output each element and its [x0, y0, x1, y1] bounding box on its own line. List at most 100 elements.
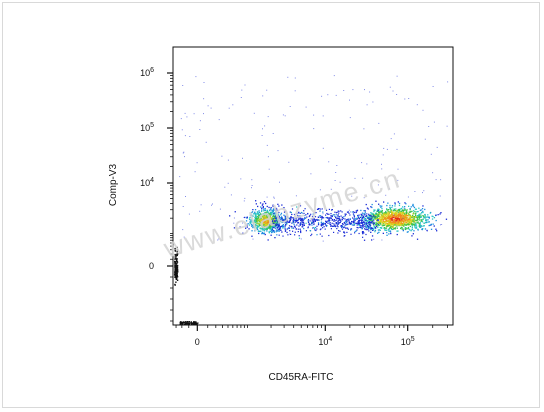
- data-point: [255, 222, 257, 224]
- data-point: [262, 95, 264, 97]
- data-point: [378, 211, 380, 213]
- data-point: [262, 229, 264, 231]
- data-point: [302, 223, 304, 225]
- data-point: [425, 219, 427, 221]
- data-point: [284, 219, 286, 221]
- data-point: [241, 89, 243, 91]
- data-point: [309, 215, 311, 217]
- data-point: [413, 224, 415, 226]
- data-point: [392, 228, 394, 230]
- data-point: [393, 228, 395, 230]
- data-point: [267, 214, 269, 216]
- data-point: [371, 215, 373, 217]
- data-point: [398, 225, 400, 227]
- data-point: [370, 218, 372, 220]
- data-point: [382, 212, 385, 215]
- data-point: [303, 218, 305, 220]
- data-point: [284, 115, 286, 117]
- data-point: [268, 219, 270, 221]
- data-point: [374, 212, 377, 214]
- data-point: [371, 227, 373, 229]
- data-point: [175, 265, 177, 267]
- data-point: [184, 156, 185, 158]
- data-point: [386, 208, 388, 210]
- data-point: [191, 323, 193, 325]
- data-point: [251, 187, 252, 189]
- data-point: [409, 208, 411, 210]
- data-point: [422, 218, 424, 221]
- data-point: [314, 228, 316, 230]
- data-point: [341, 225, 343, 227]
- data-point: [401, 227, 403, 229]
- data-point: [377, 209, 379, 211]
- data-point: [364, 222, 366, 224]
- data-point: [409, 225, 411, 228]
- data-point: [380, 227, 383, 229]
- data-point: [275, 220, 277, 222]
- data-point: [334, 211, 336, 213]
- data-point: [414, 216, 416, 219]
- data-point: [385, 194, 387, 196]
- data-point: [269, 222, 271, 224]
- data-point: [262, 232, 264, 234]
- data-point: [174, 261, 176, 263]
- data-point: [307, 220, 309, 222]
- data-point: [369, 215, 371, 217]
- data-point: [350, 233, 352, 235]
- data-point: [397, 214, 400, 216]
- data-point: [404, 227, 406, 229]
- data-point: [175, 270, 177, 273]
- data-point: [378, 211, 380, 213]
- data-point: [392, 90, 394, 92]
- y-axis-label: Comp-V3: [108, 163, 119, 206]
- data-point: [387, 218, 390, 220]
- data-point: [424, 208, 426, 211]
- data-point: [388, 233, 390, 235]
- data-point: [435, 219, 437, 222]
- data-point: [428, 217, 430, 219]
- data-point: [311, 218, 313, 220]
- data-point: [401, 220, 403, 222]
- data-point: [321, 208, 323, 210]
- data-point: [390, 226, 392, 228]
- data-point: [375, 225, 377, 227]
- data-point: [359, 223, 361, 225]
- data-point: [416, 217, 418, 219]
- data-point: [384, 221, 386, 223]
- data-point: [325, 224, 327, 226]
- data-point: [268, 212, 270, 215]
- data-point: [255, 219, 257, 222]
- data-point: [301, 219, 303, 221]
- data-point: [280, 212, 283, 214]
- data-point: [440, 212, 442, 214]
- data-point: [192, 322, 194, 324]
- data-point: [275, 221, 277, 223]
- data-point: [374, 214, 376, 216]
- data-point: [296, 217, 298, 219]
- data-point: [361, 231, 364, 234]
- data-point: [432, 223, 434, 225]
- data-point: [263, 225, 265, 228]
- data-point: [356, 218, 358, 220]
- data-point: [417, 221, 419, 223]
- data-point: [384, 229, 386, 231]
- data-point: [246, 226, 248, 228]
- data-point: [400, 226, 402, 228]
- data-point: [303, 228, 305, 230]
- data-point: [407, 223, 409, 226]
- data-point: [358, 219, 360, 222]
- data-point: [363, 215, 365, 217]
- data-point: [418, 225, 421, 227]
- data-point: [272, 225, 274, 227]
- data-point: [275, 219, 277, 221]
- data-point: [282, 235, 284, 237]
- data-point: [389, 204, 391, 207]
- data-point: [414, 213, 417, 215]
- data-point: [260, 206, 262, 208]
- data-point: [395, 219, 398, 222]
- data-point: [362, 221, 364, 223]
- data-point: [357, 221, 359, 223]
- data-point: [361, 225, 363, 227]
- data-point: [337, 214, 339, 216]
